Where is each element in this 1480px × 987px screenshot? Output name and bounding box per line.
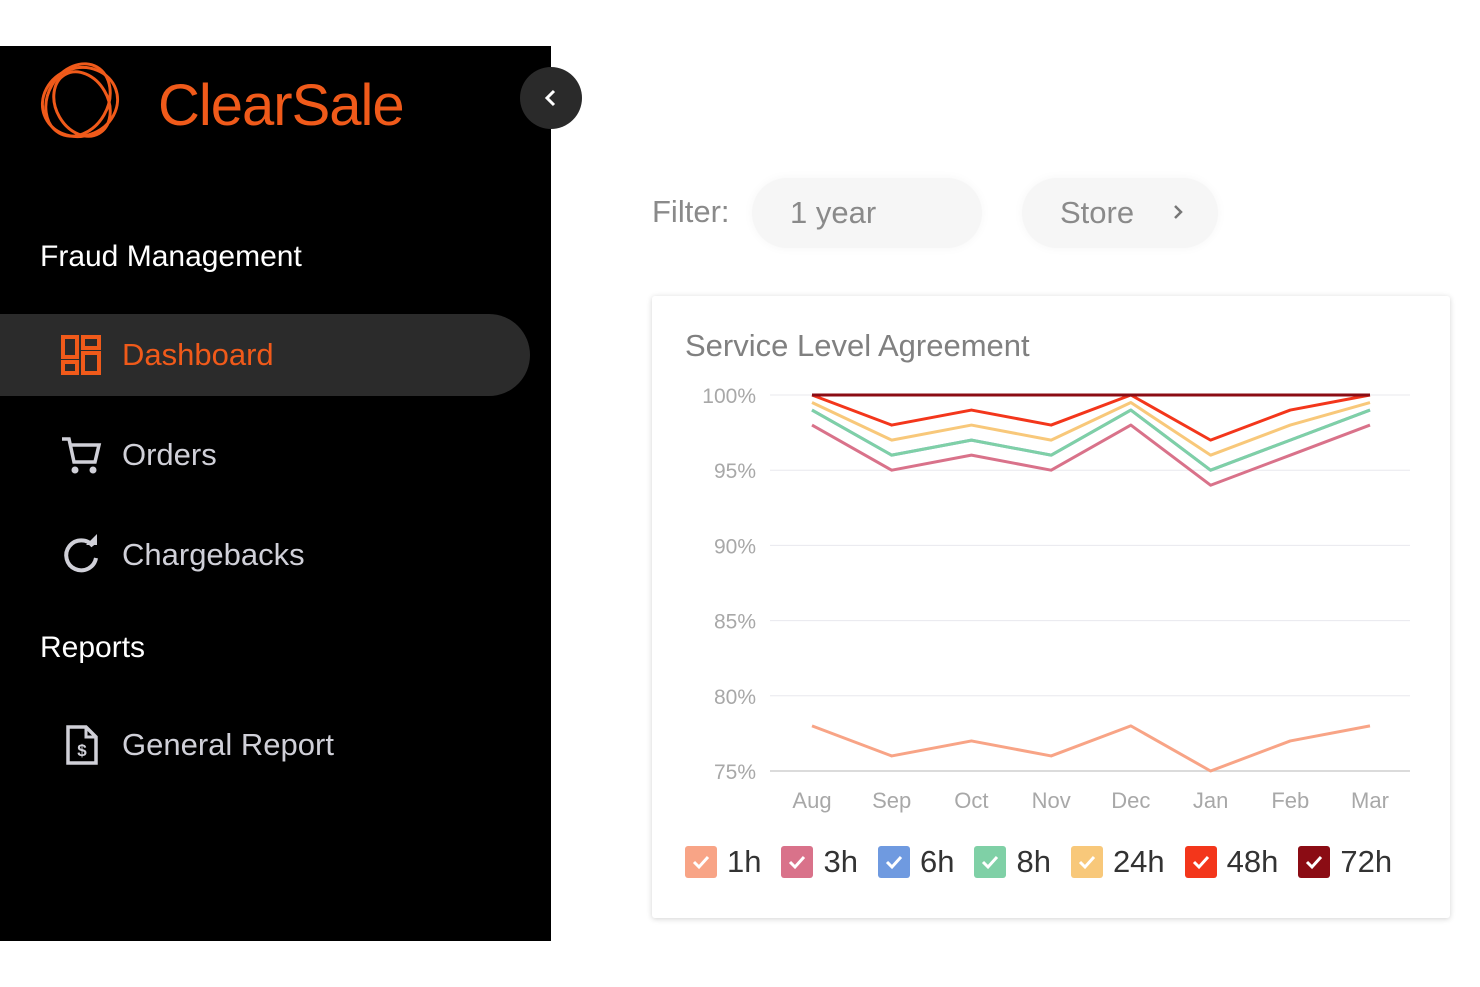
x-tick-label: Mar xyxy=(1351,788,1389,813)
y-tick-label: 85% xyxy=(714,611,756,634)
x-tick-label: Oct xyxy=(954,788,988,813)
sidebar-item-label: Dashboard xyxy=(122,337,274,372)
section-title-reports: Reports xyxy=(40,631,146,664)
checkbox-checked-icon[interactable] xyxy=(877,846,910,878)
clearsale-logo-icon xyxy=(40,62,120,138)
refresh-icon xyxy=(64,534,98,573)
dashboard-icon xyxy=(61,335,101,375)
sidebar-item-chargebacks[interactable]: Chargebacks xyxy=(0,514,530,596)
sidebar-item-label: General Report xyxy=(122,727,334,762)
x-tick-label: Nov xyxy=(1032,788,1071,813)
x-tick-label: Sep xyxy=(872,788,911,813)
series-line-24h xyxy=(811,401,1371,457)
sidebar-item-label: Orders xyxy=(122,437,217,472)
legend-label: 1h xyxy=(727,844,762,879)
series-line-3h xyxy=(811,423,1371,487)
y-tick-label: 75% xyxy=(714,761,756,784)
y-tick-label: 90% xyxy=(714,535,756,558)
x-tick-label: Aug xyxy=(792,788,831,813)
sidebar-item-general-report[interactable]: $ General Report xyxy=(0,704,530,786)
checkbox-checked-icon[interactable] xyxy=(1070,846,1103,878)
filter-label: Filter: xyxy=(652,194,730,229)
legend-item-1h[interactable]: 1h xyxy=(685,844,761,880)
legend-item-24h[interactable]: 24h xyxy=(1070,844,1165,880)
y-tick-label: 95% xyxy=(714,460,756,483)
chart-legend: 1h 3h 6h 8h 24h 48h 72h xyxy=(685,842,1412,882)
checkbox-checked-icon[interactable] xyxy=(781,846,814,878)
collapse-sidebar-button[interactable] xyxy=(520,67,582,129)
legend-item-72h[interactable]: 72h xyxy=(1298,844,1392,880)
sidebar-item-orders[interactable]: Orders xyxy=(0,414,530,496)
legend-label: 8h xyxy=(1016,844,1051,879)
brand-logo: ClearSale xyxy=(36,54,456,144)
legend-item-48h[interactable]: 48h xyxy=(1184,844,1279,880)
sidebar-item-dashboard[interactable]: Dashboard xyxy=(0,314,530,396)
checkbox-checked-icon[interactable] xyxy=(685,846,717,878)
y-tick-label: 100% xyxy=(702,385,756,408)
sidebar: ClearSale Fraud Management Dashboard Ord… xyxy=(0,46,551,941)
chevron-left-icon xyxy=(544,89,556,107)
svg-text:$: $ xyxy=(77,741,87,760)
checkbox-checked-icon[interactable] xyxy=(974,846,1007,878)
x-tick-label: Dec xyxy=(1111,788,1150,813)
cart-icon xyxy=(62,437,102,474)
x-tick-label: Feb xyxy=(1271,788,1309,813)
series-line-8h xyxy=(811,408,1371,472)
chevron-right-icon xyxy=(1174,205,1183,219)
x-tick-label: Jan xyxy=(1193,788,1228,813)
legend-label: 72h xyxy=(1340,844,1393,879)
store-filter-value: Store xyxy=(1060,195,1135,230)
legend-label: 24h xyxy=(1112,844,1165,879)
section-title-fraud-management: Fraud Management xyxy=(40,240,302,273)
sla-chart-card: Service Level Agreement 100% 95% 90% 85% 80%… xyxy=(652,296,1450,918)
legend-item-8h[interactable]: 8h xyxy=(974,844,1051,880)
sidebar-item-label: Chargebacks xyxy=(122,537,305,572)
document-dollar-icon: $ xyxy=(66,725,98,765)
card-title: Service Level Agreement xyxy=(685,328,1030,363)
legend-label: 48h xyxy=(1226,844,1279,879)
series-line-48h xyxy=(811,393,1371,442)
series-line-1h xyxy=(811,724,1371,773)
y-tick-label: 80% xyxy=(714,686,756,709)
period-filter[interactable]: 1 year xyxy=(752,178,982,248)
sla-line-chart: 100% 95% 90% 85% 80% 75% Aug Sep Oct Nov Dec Jan Feb… xyxy=(702,385,1410,813)
legend-item-3h[interactable]: 3h xyxy=(781,844,858,880)
period-filter-value: 1 year xyxy=(790,195,877,230)
legend-item-6h[interactable]: 6h xyxy=(877,844,955,880)
store-filter[interactable]: Store xyxy=(1022,178,1218,248)
legend-label: 3h xyxy=(823,844,858,879)
brand-name: ClearSale xyxy=(158,73,405,138)
checkbox-checked-icon[interactable] xyxy=(1298,846,1331,878)
legend-label: 6h xyxy=(919,844,955,879)
checkbox-checked-icon[interactable] xyxy=(1184,846,1217,878)
